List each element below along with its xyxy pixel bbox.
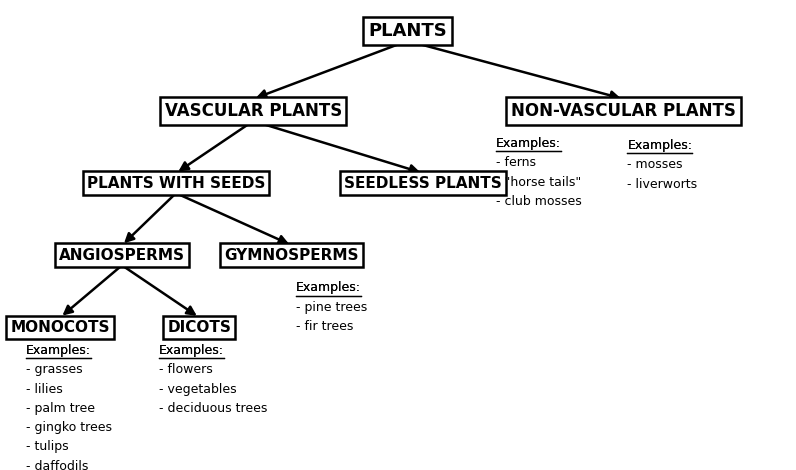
Text: - lilies: - lilies [25,383,62,396]
Text: NON-VASCULAR PLANTS: NON-VASCULAR PLANTS [511,102,736,120]
Text: - "horse tails": - "horse tails" [496,175,581,188]
Text: - vegetables: - vegetables [159,383,236,396]
Text: VASCULAR PLANTS: VASCULAR PLANTS [165,102,341,120]
Text: PLANTS: PLANTS [368,22,447,40]
Text: - club mosses: - club mosses [496,195,582,208]
Text: - pine trees: - pine trees [295,300,367,313]
Text: - fir trees: - fir trees [295,320,353,333]
Text: - ferns: - ferns [496,157,537,169]
Text: - grasses: - grasses [25,363,82,376]
Text: ANGIOSPERMS: ANGIOSPERMS [59,248,185,263]
Text: PLANTS WITH SEEDS: PLANTS WITH SEEDS [87,176,265,191]
Text: Examples:: Examples: [295,282,361,294]
Text: DICOTS: DICOTS [167,320,231,335]
Text: - daffodils: - daffodils [25,460,88,470]
Text: - tulips: - tulips [25,440,68,454]
Text: Examples:: Examples: [627,139,693,152]
Text: - deciduous trees: - deciduous trees [159,402,267,415]
Text: Examples:: Examples: [159,344,224,357]
Text: - gingko trees: - gingko trees [25,421,111,434]
Text: - mosses: - mosses [627,158,683,171]
Text: SEEDLESS PLANTS: SEEDLESS PLANTS [344,176,501,191]
Text: GYMNOSPERMS: GYMNOSPERMS [224,248,359,263]
Text: - palm tree: - palm tree [25,402,95,415]
Text: MONOCOTS: MONOCOTS [10,320,110,335]
Text: - flowers: - flowers [159,363,213,376]
Text: Examples:: Examples: [25,344,91,357]
Text: Examples:: Examples: [496,137,561,150]
Text: - liverworts: - liverworts [627,178,697,190]
